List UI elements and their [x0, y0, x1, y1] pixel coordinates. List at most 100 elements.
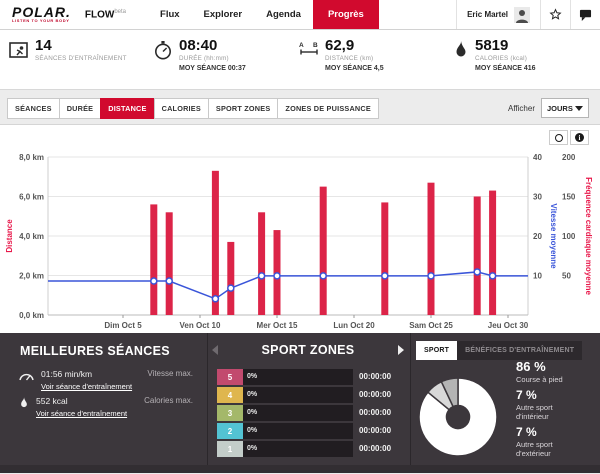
svg-text:Dim Oct 5: Dim Oct 5: [104, 321, 142, 330]
feedback-button[interactable]: [570, 0, 600, 29]
stat-sessions-label: SÉANCES D'ENTRAÎNEMENT: [35, 55, 127, 62]
stat-calories-value: 5819: [475, 37, 509, 54]
svg-text:100: 100: [562, 232, 576, 241]
sport-panel-tabs: SPORT BÉNÉFICES D'ENTRAÎNEMENT: [416, 341, 583, 360]
legend-2-label: Autre sport d'intérieur: [516, 403, 553, 421]
best-speed-link[interactable]: Voir séance d'entraînement: [41, 382, 133, 391]
svg-text:10: 10: [533, 272, 542, 281]
nav-item-explorer[interactable]: Explorer: [203, 9, 243, 20]
best-speed-row: 01:56 min/km Voir séance d'entraînement …: [18, 369, 193, 391]
info-button[interactable]: [570, 130, 589, 145]
highlight-button[interactable]: [549, 130, 568, 145]
svg-text:Distance: Distance: [5, 219, 14, 253]
summary-stats-bar: 14 SÉANCES D'ENTRAÎNEMENT 08:40 DURÉE (h…: [0, 30, 600, 90]
svg-text:Ven Oct 10: Ven Oct 10: [180, 321, 221, 330]
svg-text:B: B: [313, 42, 318, 49]
sport-zones-header: SPORT ZONES: [212, 343, 404, 357]
flow-text: FLOW: [84, 9, 115, 21]
flame-icon: [21, 397, 27, 408]
prev-arrow-icon[interactable]: [212, 345, 218, 355]
nav-item-agenda[interactable]: Agenda: [266, 9, 301, 20]
legend-1-pct: 86 %: [516, 359, 546, 374]
stopwatch-icon: [155, 41, 171, 60]
speedometer-icon: [19, 373, 34, 381]
tab-sport[interactable]: SPORT: [416, 341, 458, 360]
display-label: Afficher: [508, 103, 535, 113]
best-calories-label: Calories max.: [144, 396, 193, 405]
svg-text:50: 50: [562, 272, 571, 281]
distance-icon: A B: [299, 42, 318, 55]
user-menu[interactable]: Eric Martel: [456, 0, 540, 29]
tab-zones-de-puissance[interactable]: ZONES DE PUISSANCE: [277, 98, 379, 119]
zone-row-2: 2 0% 00:00:00: [217, 423, 391, 439]
stat-duration-value: 08:40: [179, 37, 218, 54]
svg-text:Jeu Oct 30: Jeu Oct 30: [488, 321, 529, 330]
star-icon: [549, 8, 562, 20]
stat-calories-label: CALORIES (kcal): [475, 55, 527, 62]
legend-3-pct: 7 %: [516, 425, 537, 439]
training-sessions-icon: [9, 42, 28, 58]
svg-text:Vitesse moyenne: Vitesse moyenne: [549, 203, 558, 269]
polar-tagline: LISTEN TO YOUR BODY: [12, 18, 70, 23]
panel-divider: [410, 333, 411, 465]
ring-icon: [554, 133, 563, 142]
tab-calories[interactable]: CALORIES: [153, 98, 209, 119]
calories-icon: [456, 41, 466, 57]
top-nav-bar: POLAR. LISTEN TO YOUR BODY FLOWbeta Flux…: [0, 0, 600, 30]
zone-4-bar: 0%: [243, 387, 353, 403]
sport-legend: 86 % Course à pied 7 % Autre sport d'inté…: [516, 359, 596, 458]
stat-distance-avg: MOY SÉANCE 4,5: [325, 65, 384, 72]
tab-sport-zones[interactable]: SPORT ZONES: [207, 98, 279, 119]
zone-row-3: 3 0% 00:00:00: [217, 405, 391, 421]
zone-2-time: 00:00:00: [359, 426, 392, 435]
next-arrow-icon[interactable]: [398, 345, 404, 355]
flow-beta-text: beta: [114, 8, 127, 15]
zone-2-bar: 0%: [243, 423, 353, 439]
stat-sessions-value: 14: [35, 37, 52, 54]
nav-item-flux[interactable]: Flux: [160, 9, 180, 20]
best-calories-link[interactable]: Voir séance d'entraînement: [36, 409, 128, 418]
legend-3-label: Autre sport d'extérieur: [516, 440, 553, 458]
tab-seances[interactable]: SÉANCES: [7, 98, 60, 119]
chart-controls-row: SÉANCES DURÉE DISTANCE CALORIES SPORT ZO…: [0, 90, 600, 124]
svg-text:150: 150: [562, 193, 576, 202]
stat-duration-avg: MOY SÉANCE 00:37: [179, 65, 246, 72]
zone-5-bar: 0%: [243, 369, 353, 385]
best-calories-value: 552 kcal: [36, 396, 68, 406]
nav-item-progres[interactable]: Progrès: [312, 0, 379, 29]
zone-5-badge: 5: [217, 369, 243, 385]
svg-text:Fréquence cardiaque moyenne: Fréquence cardiaque moyenne: [584, 177, 593, 295]
stat-distance: A B 62,9 DISTANCE (km) MOY SÉANCE 4,5: [298, 38, 384, 72]
progress-chart[interactable]: 0,0 km 2,0 km 4,0 km 6,0 km 8,0 km Dim Oct 5 V…: [0, 125, 600, 334]
zone-row-1: 1 0% 00:00:00: [217, 441, 391, 457]
svg-text:20: 20: [533, 232, 542, 241]
zone-3-time: 00:00:00: [359, 408, 392, 417]
main-nav: Flux Explorer Agenda Progrès: [148, 0, 379, 29]
zone-4-badge: 4: [217, 387, 243, 403]
flow-logo[interactable]: FLOWbeta: [85, 9, 126, 20]
stat-distance-label: DISTANCE (km): [325, 55, 374, 62]
chevron-down-icon: [575, 105, 583, 111]
display-period-select[interactable]: JOURS: [541, 98, 589, 118]
tab-benefices[interactable]: BÉNÉFICES D'ENTRAÎNEMENT: [457, 341, 583, 360]
footer-strip: [0, 465, 600, 473]
favorites-button[interactable]: [540, 0, 570, 29]
metric-tabs: SÉANCES DURÉE DISTANCE CALORIES SPORT ZO…: [7, 98, 379, 119]
stat-calories-avg: MOY SÉANCE 416: [475, 65, 536, 72]
best-speed-value: 01:56 min/km: [41, 369, 93, 379]
zone-3-bar: 0%: [243, 405, 353, 421]
tab-duree[interactable]: DURÉE: [58, 98, 102, 119]
svg-text:30: 30: [533, 193, 542, 202]
tab-distance[interactable]: DISTANCE: [100, 98, 155, 119]
best-calories-row: 552 kcal Voir séance d'entraînement Calo…: [18, 396, 193, 418]
zone-row-5: 5 0% 00:00:00: [217, 369, 391, 385]
zone-5-time: 00:00:00: [359, 372, 392, 381]
polar-logo[interactable]: POLAR. LISTEN TO YOUR BODY: [12, 5, 71, 23]
stat-duration: 08:40 DURÉE (hh:mm) MOY SÉANCE 00:37: [152, 37, 246, 72]
zone-1-badge: 1: [217, 441, 243, 457]
svg-text:8,0 km: 8,0 km: [19, 153, 44, 162]
zone-3-badge: 3: [217, 405, 243, 421]
svg-text:Sam Oct 25: Sam Oct 25: [409, 321, 453, 330]
progress-chart-card: 0,0 km 2,0 km 4,0 km 6,0 km 8,0 km Dim Oct 5 V…: [0, 124, 600, 333]
